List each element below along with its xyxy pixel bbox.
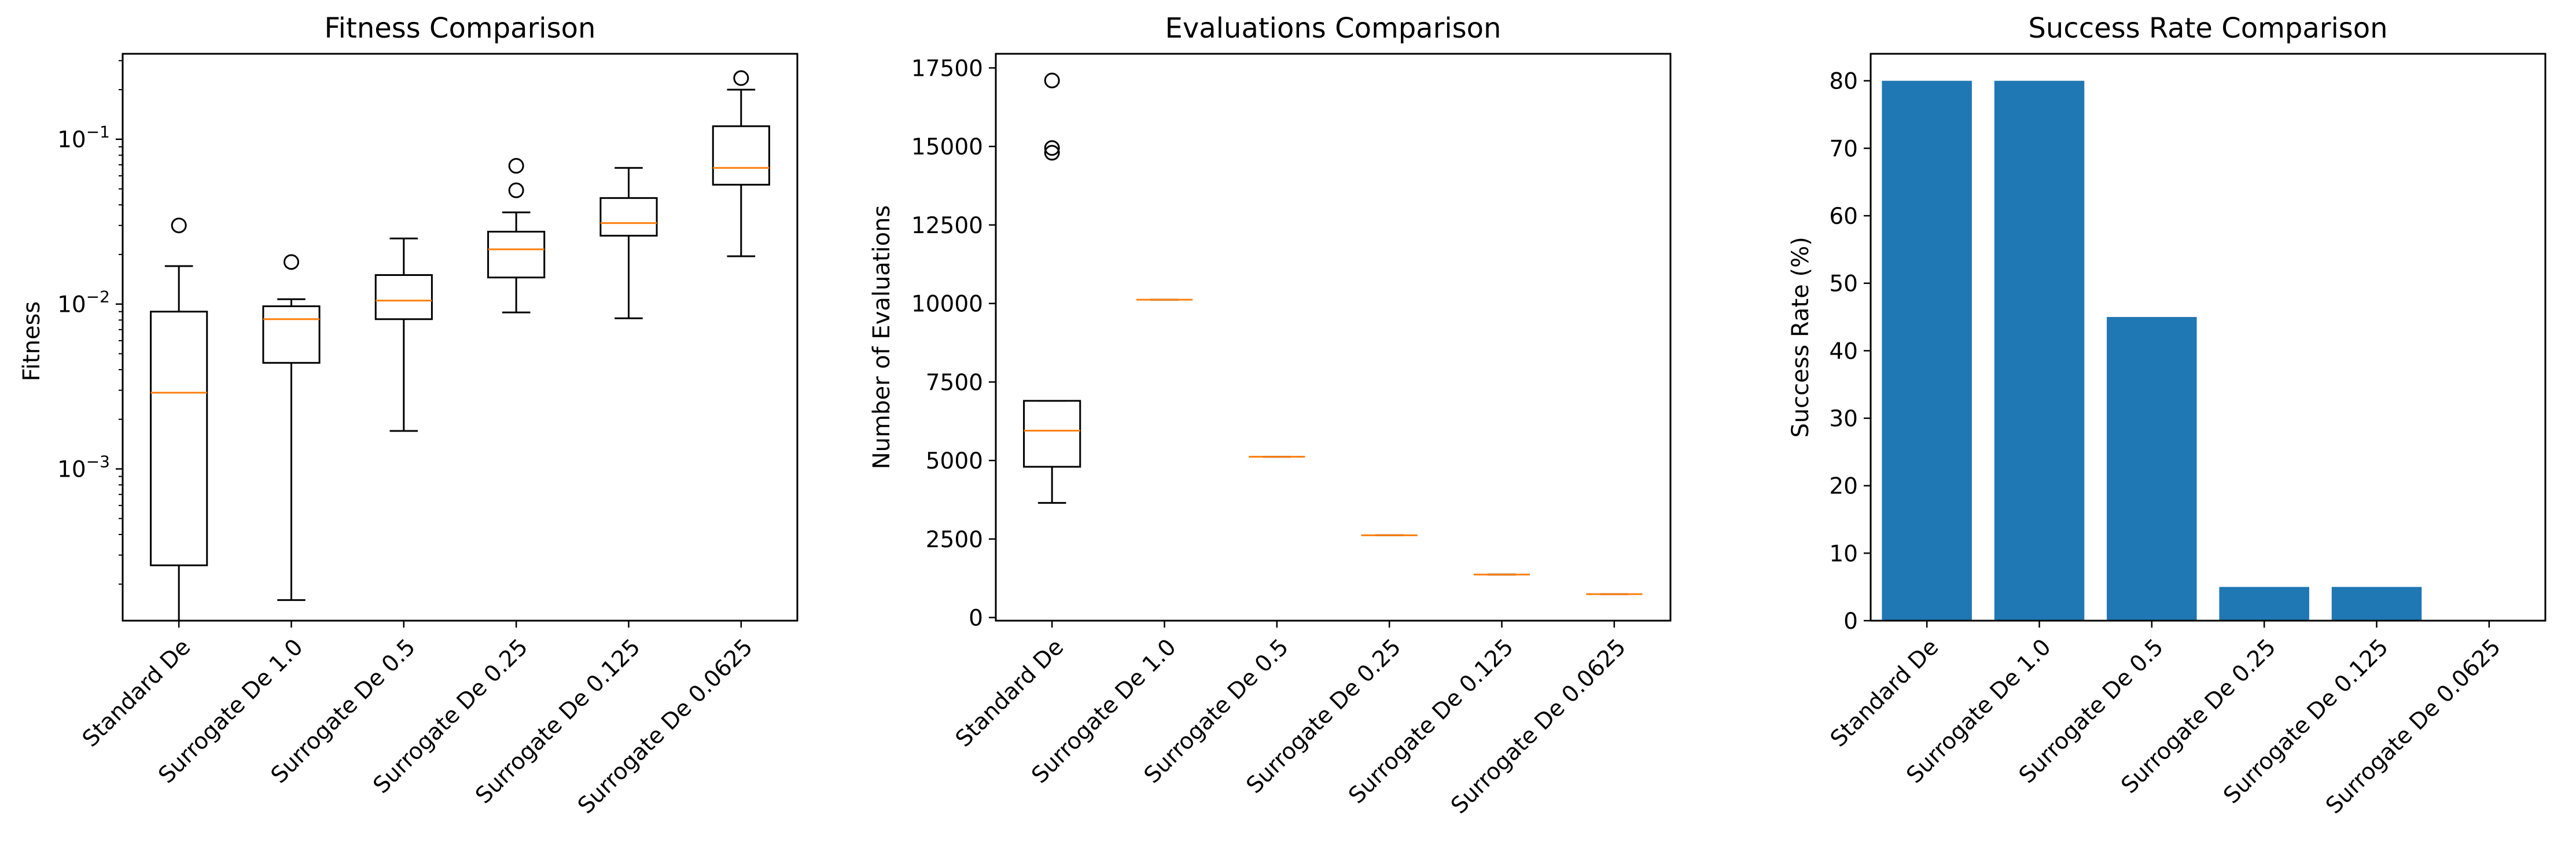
outlier-standard-de	[1044, 72, 1060, 89]
bar-surrogate-de-0-5	[2107, 317, 2197, 621]
y-tick-label: 70	[1829, 136, 1858, 162]
evaluations-plot-frame	[995, 53, 1672, 622]
y-tick-label: 0	[1843, 609, 1858, 635]
evaluations-title: Evaluations Comparison	[1165, 12, 1502, 45]
bar-standard-de	[1882, 80, 1972, 621]
outlier-surrogate-de-0-25	[508, 158, 524, 174]
y-tick-label: 0	[969, 606, 983, 632]
outlier-surrogate-de-0-25	[508, 182, 524, 198]
y-tick-label: 5000	[926, 448, 983, 474]
y-tick-label: 60	[1829, 204, 1858, 230]
y-tick-label: 40	[1829, 338, 1858, 364]
y-tick-label: 10	[1829, 541, 1858, 567]
outlier-surrogate-de-0-0625	[733, 70, 749, 86]
success-rate-title: Success Rate Comparison	[2028, 12, 2387, 45]
outlier-standard-de	[171, 217, 187, 234]
y-tick-label: 20	[1829, 474, 1858, 500]
success-rate-plot-frame	[1870, 53, 2546, 622]
y-tick-label: 15000	[911, 134, 983, 160]
outlier-standard-de	[1044, 145, 1060, 161]
bar-surrogate-de-1-0	[1994, 80, 2085, 621]
outlier-standard-de	[1044, 140, 1060, 156]
box-surrogate-de-1-0	[262, 305, 321, 364]
y-tick-label: 10−2	[57, 287, 110, 318]
y-tick-label: 30	[1829, 406, 1858, 432]
y-tick-label: 7500	[926, 370, 983, 396]
bar-surrogate-de-0-125	[2331, 587, 2422, 621]
y-tick-label: 12500	[911, 213, 983, 239]
y-tick-label: 10000	[911, 292, 983, 318]
y-tick-label: 10−3	[57, 452, 110, 483]
y-tick-label: 17500	[911, 56, 983, 82]
success-rate-ylabel: Success Rate (%)	[1787, 237, 1814, 437]
box-surrogate-de-0-125	[599, 197, 658, 237]
box-surrogate-de-0-5	[374, 274, 433, 320]
box-surrogate-de-0-0625	[712, 125, 770, 186]
y-tick-label: 80	[1829, 69, 1858, 95]
y-tick-label: 2500	[926, 527, 983, 553]
fitness-plot-frame	[122, 53, 798, 622]
fitness-title: Fitness Comparison	[325, 12, 596, 45]
box-standard-de	[1023, 400, 1081, 468]
y-tick-label: 10−1	[57, 123, 110, 153]
y-tick-label: 50	[1829, 271, 1858, 297]
box-standard-de	[150, 311, 208, 566]
evaluations-ylabel: Number of Evaluations	[869, 205, 895, 470]
box-surrogate-de-0-25	[487, 231, 546, 279]
outlier-surrogate-de-1-0	[284, 254, 299, 270]
bar-surrogate-de-0-25	[2219, 587, 2309, 621]
fitness-ylabel: Fitness	[19, 301, 45, 382]
